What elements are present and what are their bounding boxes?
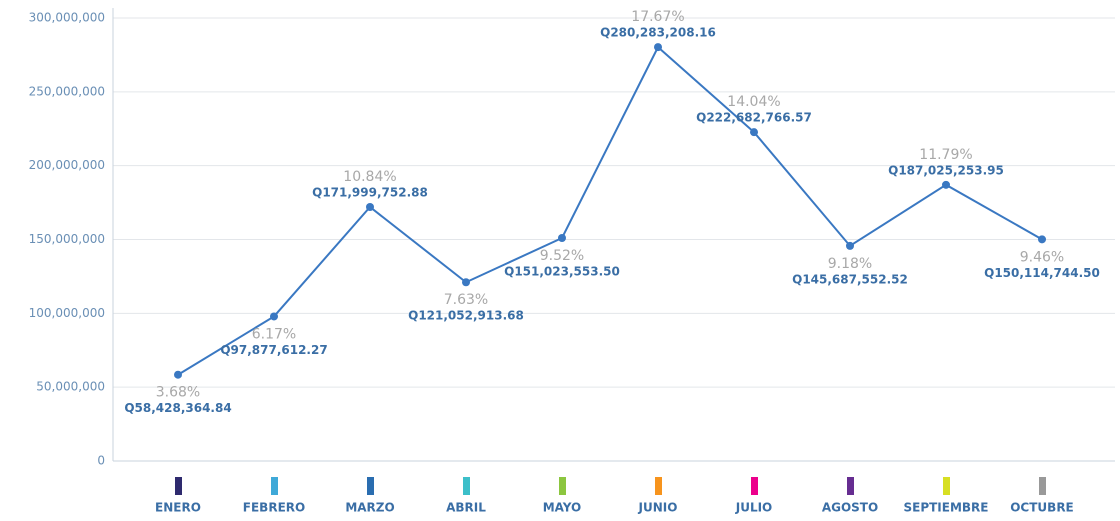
y-tick-label: 0 (97, 454, 105, 468)
x-tick-label: JUNIO (638, 501, 678, 515)
legend-swatch (367, 477, 374, 495)
y-tick-label: 200,000,000 (29, 158, 105, 172)
percent-label: 6.17% (252, 326, 296, 342)
value-label: Q187,025,253.95 (888, 163, 1004, 177)
x-tick-label: JULIO (735, 501, 773, 515)
point (942, 180, 950, 189)
legend-swatch (463, 477, 470, 495)
x-tick-label: MAYO (543, 501, 582, 515)
legend-swatch (655, 477, 662, 495)
point (462, 278, 470, 287)
x-tick-label: MARZO (345, 501, 394, 515)
legend-swatch (751, 477, 758, 495)
percent-label: 11.79% (919, 147, 972, 163)
x-tick-label: OCTUBRE (1010, 501, 1074, 515)
value-label: Q222,682,766.57 (696, 111, 812, 125)
legend-swatch (175, 477, 182, 495)
y-tick-label: 100,000,000 (29, 306, 105, 320)
value-label: Q150,114,744.50 (984, 266, 1100, 280)
legend-swatch (1039, 477, 1046, 495)
point (846, 241, 854, 250)
value-label: Q97,877,612.27 (220, 343, 327, 357)
point (1038, 235, 1046, 244)
percent-label: 9.46% (1020, 249, 1064, 265)
y-tick-label: 50,000,000 (36, 380, 105, 394)
y-tick-label: 300,000,000 (29, 11, 105, 25)
point (558, 233, 566, 242)
x-tick-label: FEBRERO (243, 501, 305, 515)
value-label: Q145,687,552.52 (792, 272, 908, 286)
legend-swatch (271, 477, 278, 495)
percent-label: 9.18% (828, 256, 872, 272)
y-tick-label: 250,000,000 (29, 84, 105, 98)
percent-label: 17.67% (631, 9, 684, 25)
legend-swatch (559, 477, 566, 495)
value-label: Q151,023,553.50 (504, 264, 620, 278)
legend-swatch (943, 477, 950, 495)
x-tick-label: SEPTIEMBRE (903, 501, 988, 515)
percent-label: 10.84% (343, 169, 396, 185)
value-label: Q121,052,913.68 (408, 309, 524, 323)
percent-label: 7.63% (444, 292, 488, 308)
legend-swatch (847, 477, 854, 495)
value-label: Q171,999,752.88 (312, 186, 428, 200)
point (750, 128, 758, 137)
x-tick-label: AGOSTO (822, 501, 878, 515)
value-label: Q280,283,208.16 (600, 26, 716, 40)
point (654, 43, 662, 52)
point (366, 203, 374, 212)
y-tick-label: 150,000,000 (29, 232, 105, 246)
percent-label: 14.04% (727, 94, 780, 110)
x-tick-label: ABRIL (446, 501, 486, 515)
point (174, 370, 182, 379)
line (177, 45, 1043, 376)
percent-label: 3.68% (156, 385, 200, 401)
percent-label: 9.52% (540, 248, 584, 264)
x-tick-label: ENERO (155, 501, 201, 515)
value-label: Q58,428,364.84 (124, 401, 231, 415)
point (270, 312, 278, 321)
